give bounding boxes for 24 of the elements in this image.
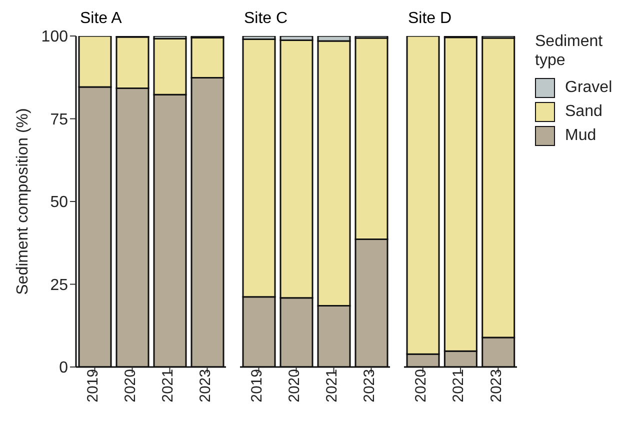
- y-tick-label: 75: [50, 111, 68, 128]
- chart-title: Site D: [408, 9, 453, 29]
- legend-label: Mud: [565, 127, 596, 145]
- y-axis-title: Sediment composition (%): [14, 108, 32, 295]
- y-tick-label: 25: [50, 276, 68, 294]
- x-tick-label: 2020: [122, 369, 139, 402]
- y-tick-label: 0: [59, 360, 68, 377]
- x-tick-label: 2023: [488, 369, 505, 402]
- x-tick-label: 2019: [84, 369, 102, 402]
- x-tick-label: 2021: [159, 369, 176, 402]
- y-tick-label: 50: [50, 194, 68, 212]
- chart-title: Site A: [80, 9, 123, 29]
- x-tick-label: 2019: [248, 369, 266, 402]
- x-tick-label: 2021: [323, 369, 340, 402]
- chart-title: Site C: [244, 9, 289, 29]
- x-tick-label: 2023: [196, 369, 214, 402]
- legend-title: Sediment type: [535, 32, 604, 70]
- x-tick-label: 2020: [412, 369, 430, 402]
- legend-label: Sand: [565, 103, 602, 121]
- legend-label: Gravel: [565, 79, 612, 97]
- x-tick-label: 2020: [286, 369, 303, 402]
- y-tick-label: 100: [41, 28, 68, 46]
- x-tick-label: 2023: [360, 369, 378, 402]
- x-tick-label: 2021: [450, 369, 468, 402]
